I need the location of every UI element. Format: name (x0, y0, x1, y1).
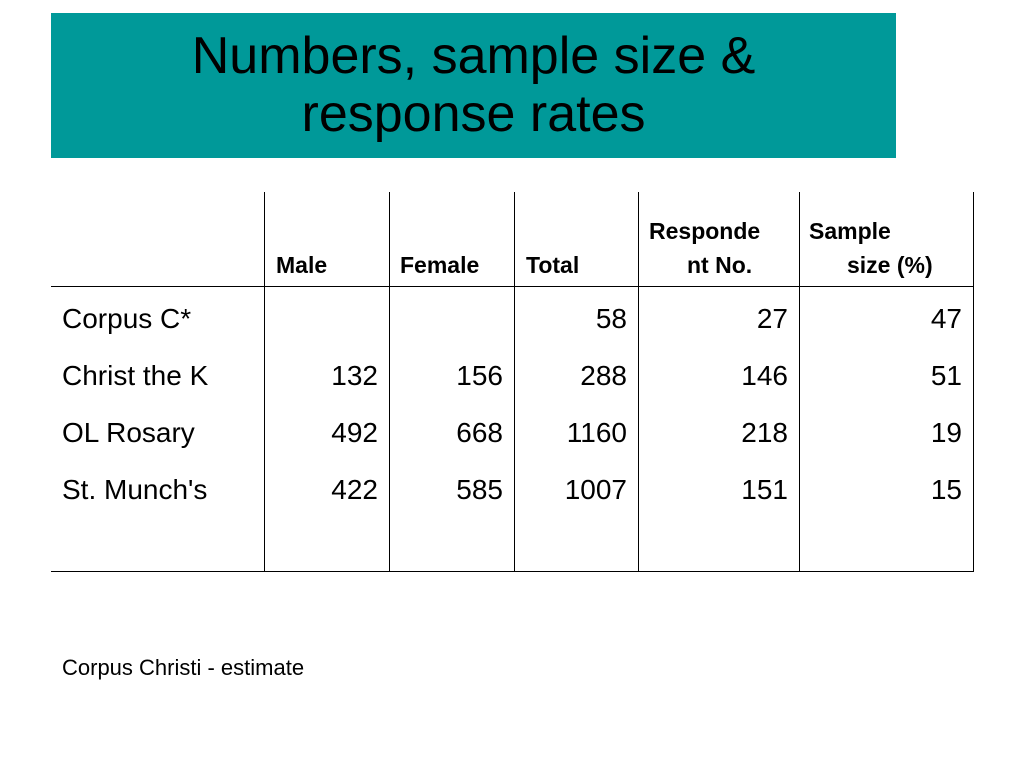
cell-sample: 15 (930, 474, 962, 505)
page-title-line-1: Numbers, sample size & (191, 27, 756, 85)
title-banner: Numbers, sample size & response rates (51, 13, 896, 158)
column-divider (799, 192, 800, 572)
column-divider (973, 192, 974, 572)
data-table: Male Female Total Responde nt No. Sample… (51, 192, 974, 572)
cell-respondents: 27 (756, 303, 788, 334)
header-female: Female (400, 252, 480, 278)
cell-sample: 19 (930, 417, 962, 448)
cell-female: 668 (456, 417, 503, 448)
header-respondent-line-2: nt No. (687, 252, 753, 278)
cell-total: 1160 (566, 417, 627, 448)
header-sample-line-2: size (%) (847, 252, 933, 278)
cell-female: 585 (456, 474, 503, 505)
cell-male: 132 (331, 360, 378, 391)
header-rule (51, 286, 974, 287)
row-name: Corpus C* (62, 303, 192, 334)
column-divider (264, 192, 265, 572)
cell-respondents: 151 (741, 474, 788, 505)
header-sample-line-1: Sample (809, 218, 891, 244)
cell-sample: 51 (930, 360, 962, 391)
cell-total: 288 (580, 360, 627, 391)
bottom-rule (51, 571, 974, 572)
cell-female: 156 (456, 360, 503, 391)
row-name: St. Munch's (62, 474, 208, 505)
cell-total: 1007 (564, 474, 627, 505)
cell-respondents: 146 (741, 360, 788, 391)
column-divider (514, 192, 515, 572)
cell-sample: 47 (930, 303, 962, 334)
header-total: Total (526, 252, 580, 278)
cell-male: 492 (331, 417, 378, 448)
footnote: Corpus Christi - estimate (62, 655, 305, 680)
cell-total: 58 (595, 303, 627, 334)
cell-respondents: 218 (741, 417, 788, 448)
header-male: Male (276, 252, 328, 278)
column-divider (389, 192, 390, 572)
header-respondent-line-1: Responde (649, 218, 761, 244)
cell-male: 422 (331, 474, 378, 505)
row-name: Christ the K (62, 360, 209, 391)
page-title-line-2: response rates (301, 85, 646, 143)
row-name: OL Rosary (62, 417, 195, 448)
column-divider (638, 192, 639, 572)
